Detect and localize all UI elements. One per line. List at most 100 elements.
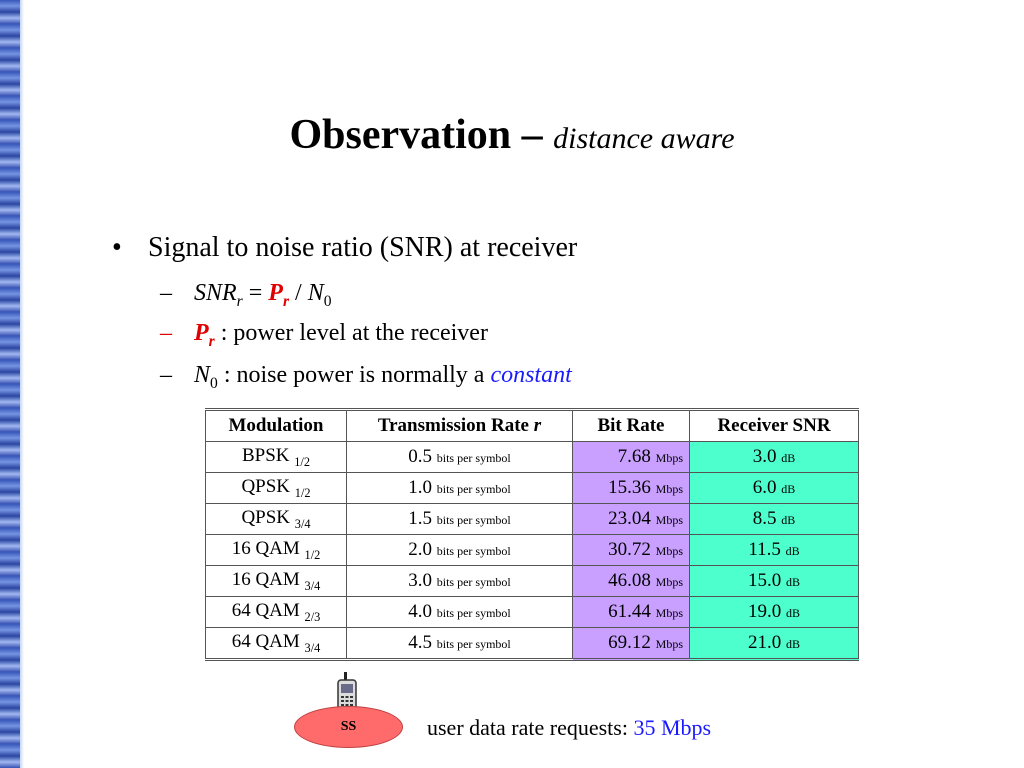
snr-value: 15.0 <box>747 570 782 591</box>
table-row: QPSK 3/4 1.5 bits per symbol 23.04 Mbps 8.5… <box>205 503 859 535</box>
bitrate-value: 61.44 <box>608 601 651 622</box>
rate-unit: bits per symbol <box>436 544 511 558</box>
subbullet-formula: – SNRr = Pr / N0 <box>160 278 332 317</box>
modulation-name: 64 QAM <box>231 599 305 621</box>
noise-text: : noise power is normally a <box>217 362 491 388</box>
request-text: user data rate requests: <box>427 715 634 740</box>
table-header-row: Modulation Transmission Rate r Bit Rate … <box>205 409 859 442</box>
modulation-table: Modulation Transmission Rate r Bit Rate … <box>205 408 859 661</box>
cell-rate: 1.0 bits per symbol <box>346 472 573 504</box>
cell-snr: 11.5 dB <box>689 534 859 566</box>
cell-modulation: 64 QAM 3/4 <box>205 627 347 660</box>
modulation-coding: 1/2 <box>294 485 311 500</box>
cell-modulation: BPSK 1/2 <box>205 441 347 473</box>
rate-value: 4.5 <box>408 632 432 653</box>
rate-value: 1.5 <box>408 508 432 529</box>
subbullet-power: – Pr : power level at the receiver <box>160 318 488 357</box>
header-rate: Transmission Rate r <box>346 409 573 442</box>
bitrate-unit: Mbps <box>655 482 683 496</box>
bitrate-value: 7.68 <box>617 446 651 467</box>
formula-div: / <box>289 280 308 306</box>
snr-unit: dB <box>781 451 796 465</box>
cell-rate: 0.5 bits per symbol <box>346 441 573 473</box>
header-rate-var: r <box>533 415 542 436</box>
dash-marker: – <box>160 362 172 388</box>
noise-n: N <box>194 362 211 388</box>
noise-n-sub: 0 <box>210 374 218 392</box>
rate-unit: bits per symbol <box>436 575 511 589</box>
snr-value: 6.0 <box>752 477 777 498</box>
snr-value: 19.0 <box>747 601 782 622</box>
modulation-coding: 1/2 <box>294 454 311 469</box>
table-row: 16 QAM 3/4 3.0 bits per symbol 46.08 Mbps 1… <box>205 565 859 597</box>
rate-unit: bits per symbol <box>436 451 511 465</box>
rate-value: 4.0 <box>408 601 432 622</box>
left-decorative-bar <box>0 0 24 768</box>
table-row: 64 QAM 3/4 4.5 bits per symbol 69.12 Mbps 2… <box>205 627 859 660</box>
rate-request: user data rate requests: 35 Mbps <box>427 714 711 742</box>
cell-bitrate: 61.44 Mbps <box>572 596 690 628</box>
cell-snr: 8.5 dB <box>689 503 859 535</box>
rate-unit: bits per symbol <box>436 482 511 496</box>
cell-bitrate: 69.12 Mbps <box>572 627 690 660</box>
subscriber-station: SS <box>294 706 403 748</box>
modulation-coding: 3/4 <box>304 640 321 655</box>
formula-p: P <box>268 280 283 306</box>
snr-unit: dB <box>785 575 800 589</box>
table-row: QPSK 1/2 1.0 bits per symbol 15.36 Mbps 6.0… <box>205 472 859 504</box>
table-row: BPSK 1/2 0.5 bits per symbol 7.68 Mbps 3.0 … <box>205 441 859 473</box>
cell-snr: 3.0 dB <box>689 441 859 473</box>
modulation-coding: 3/4 <box>294 516 311 531</box>
formula-eq: = <box>242 280 269 306</box>
table-row: 64 QAM 2/3 4.0 bits per symbol 61.44 Mbps 1… <box>205 596 859 628</box>
snr-value: 8.5 <box>752 508 777 529</box>
snr-unit: dB <box>785 544 800 558</box>
title-sub: distance aware <box>553 122 735 155</box>
slide-title: Observation – distance aware <box>0 110 1024 164</box>
bullet-marker: • <box>112 232 122 263</box>
cell-rate: 2.0 bits per symbol <box>346 534 573 566</box>
cell-snr: 15.0 dB <box>689 565 859 597</box>
cell-bitrate: 23.04 Mbps <box>572 503 690 535</box>
modulation-coding: 2/3 <box>304 609 321 624</box>
cell-modulation: 64 QAM 2/3 <box>205 596 347 628</box>
formula-n: N <box>307 280 324 306</box>
dash-marker: – <box>160 320 172 346</box>
cell-rate: 1.5 bits per symbol <box>346 503 573 535</box>
rate-unit: bits per symbol <box>436 637 511 651</box>
bitrate-unit: Mbps <box>655 637 683 651</box>
power-p-sub: r <box>208 332 215 350</box>
rate-value: 2.0 <box>408 539 432 560</box>
cell-bitrate: 15.36 Mbps <box>572 472 690 504</box>
snr-unit: dB <box>785 637 800 651</box>
cell-rate: 4.0 bits per symbol <box>346 596 573 628</box>
bitrate-unit: Mbps <box>655 606 683 620</box>
snr-value: 11.5 <box>748 539 781 560</box>
cell-modulation: QPSK 1/2 <box>205 472 347 504</box>
dash-marker: – <box>160 280 172 306</box>
bitrate-value: 30.72 <box>608 539 651 560</box>
cell-snr: 6.0 dB <box>689 472 859 504</box>
rate-unit: bits per symbol <box>436 513 511 527</box>
bitrate-value: 23.04 <box>608 508 651 529</box>
snr-value: 21.0 <box>747 632 782 653</box>
bitrate-value: 69.12 <box>608 632 651 653</box>
snr-unit: dB <box>781 482 796 496</box>
power-text: : power level at the receiver <box>214 320 488 346</box>
title-main: Observation – <box>289 112 543 158</box>
cell-modulation: 16 QAM 3/4 <box>205 565 347 597</box>
rate-value: 3.0 <box>408 570 432 591</box>
modulation-name: QPSK <box>241 506 295 528</box>
header-snr: Receiver SNR <box>689 409 859 442</box>
power-p: P <box>194 320 209 346</box>
snr-unit: dB <box>785 606 800 620</box>
request-value: 35 Mbps <box>633 715 712 740</box>
modulation-coding: 1/2 <box>304 547 321 562</box>
snr-value: 3.0 <box>752 446 777 467</box>
bullet-snr: • Signal to noise ratio (SNR) at receiver <box>112 230 577 266</box>
cell-rate: 3.0 bits per symbol <box>346 565 573 597</box>
snr-unit: dB <box>781 513 796 527</box>
bitrate-unit: Mbps <box>655 513 683 527</box>
bitrate-unit: Mbps <box>655 451 683 465</box>
formula-snr: SNR <box>194 280 237 306</box>
